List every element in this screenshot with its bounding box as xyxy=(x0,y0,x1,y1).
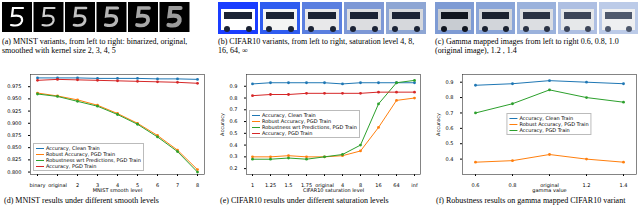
svg-text:64: 64 xyxy=(393,182,399,188)
html-text:(d) MNIST results under differ: (d) MNIST results under different smooth… xyxy=(4,196,159,205)
svg-text:4: 4 xyxy=(115,182,120,189)
svg-text:2: 2 xyxy=(76,182,79,188)
svg-text:original: original xyxy=(48,182,67,189)
svg-text:0.7: 0.7 xyxy=(230,106,238,112)
svg-text:gamma value: gamma value xyxy=(532,187,566,194)
html-text:1.75 original: 1.75 original xyxy=(300,182,334,189)
svg-text:3: 3 xyxy=(95,182,100,189)
svg-text:0.975: 0.975 xyxy=(7,83,21,89)
svg-text:0.4: 0.4 xyxy=(230,142,238,148)
svg-text:0.9: 0.9 xyxy=(446,79,454,85)
svg-text:1.4: 1.4 xyxy=(620,182,628,188)
svg-text:0.825: 0.825 xyxy=(7,156,21,162)
svg-text:0.3: 0.3 xyxy=(230,153,238,159)
svg-text:0.6: 0.6 xyxy=(230,118,238,124)
svg-text:0.800: 0.800 xyxy=(7,169,21,175)
svg-text:0.4: 0.4 xyxy=(446,156,454,162)
svg-text:Accuracy: Accuracy xyxy=(219,113,226,136)
svg-text:1.2: 1.2 xyxy=(583,182,591,188)
html-text:Accuracy, Clean Train: Accuracy, Clean Train xyxy=(519,115,574,121)
html-text:Accuracy, PGD Train: Accuracy, PGD Train xyxy=(262,130,313,136)
svg-text:8: 8 xyxy=(196,182,199,188)
svg-text:0.900: 0.900 xyxy=(7,120,21,126)
svg-text:16: 16 xyxy=(375,182,381,188)
html-text:Robustness wrt Predictions, PG: Robustness wrt Predictions, PGD Train xyxy=(46,157,141,163)
svg-text:0.950: 0.950 xyxy=(7,95,21,101)
svg-text:1.5: 1.5 xyxy=(285,182,293,188)
svg-text:0.5: 0.5 xyxy=(230,130,238,136)
svg-text:0.6: 0.6 xyxy=(446,125,454,131)
svg-text:0.8: 0.8 xyxy=(509,182,517,188)
html-text:Robust Accuracy, PGD Train: Robust Accuracy, PGD Train xyxy=(262,118,332,124)
svg-text:1.25: 1.25 xyxy=(265,182,276,188)
svg-text:0.5: 0.5 xyxy=(446,140,454,146)
svg-text:0.6: 0.6 xyxy=(472,182,480,188)
svg-text:7: 7 xyxy=(176,182,179,188)
html-text:Accuracy, PGD Train: Accuracy, PGD Train xyxy=(46,163,97,169)
svg-text:0.8: 0.8 xyxy=(446,94,454,100)
html-text:Robust Accuracy, PGD Train: Robust Accuracy, PGD Train xyxy=(46,151,116,157)
html-text:Accuracy, PGD Train: Accuracy, PGD Train xyxy=(519,127,570,133)
svg-text:CIFAR10 saturation level: CIFAR10 saturation level xyxy=(303,187,364,193)
html-text:Accuracy, Clean Train: Accuracy, Clean Train xyxy=(46,145,100,151)
html-text:(a) MNIST variants, from left: (a) MNIST variants, from left to right: … xyxy=(2,37,188,56)
html-text:Accuracy, Clean Train: Accuracy, Clean Train xyxy=(262,112,316,118)
svg-text:6: 6 xyxy=(156,182,159,188)
svg-text:1: 1 xyxy=(251,182,254,188)
html-text:Robustness wrt Predictions, PG: Robustness wrt Predictions, PGD Train xyxy=(262,124,357,130)
svg-text:MNIST smooth level: MNIST smooth level xyxy=(93,187,143,193)
svg-text:4: 4 xyxy=(340,182,345,189)
html-text:(b) CIFAR10 variants, from lef: (b) CIFAR10 variants, from left to right… xyxy=(218,37,415,56)
svg-text:Accuracy: Accuracy xyxy=(435,113,442,136)
svg-text:0.9: 0.9 xyxy=(230,83,238,89)
html-text:(c) Gamma mapped images from l: (c) Gamma mapped images from left to rig… xyxy=(435,37,619,56)
svg-text:0.850: 0.850 xyxy=(7,144,21,150)
svg-text:0.925: 0.925 xyxy=(7,108,21,114)
svg-text:0.8: 0.8 xyxy=(230,95,238,101)
html-text:Robust Accuracy, PGD Train: Robust Accuracy, PGD Train xyxy=(519,121,589,127)
svg-text:0.2: 0.2 xyxy=(230,165,238,171)
svg-text:8: 8 xyxy=(358,182,363,189)
html-text:(f) Robustness results on gamm: (f) Robustness results on gamma mapped C… xyxy=(436,196,626,205)
svg-text:binary: binary xyxy=(30,182,46,189)
svg-text:inf: inf xyxy=(411,182,418,188)
html-text:(e) CIFAR10 results under diff: (e) CIFAR10 results under different satu… xyxy=(220,196,389,205)
svg-text:0.875: 0.875 xyxy=(7,132,21,138)
svg-text:5: 5 xyxy=(135,182,140,189)
svg-text:0.7: 0.7 xyxy=(446,110,454,116)
